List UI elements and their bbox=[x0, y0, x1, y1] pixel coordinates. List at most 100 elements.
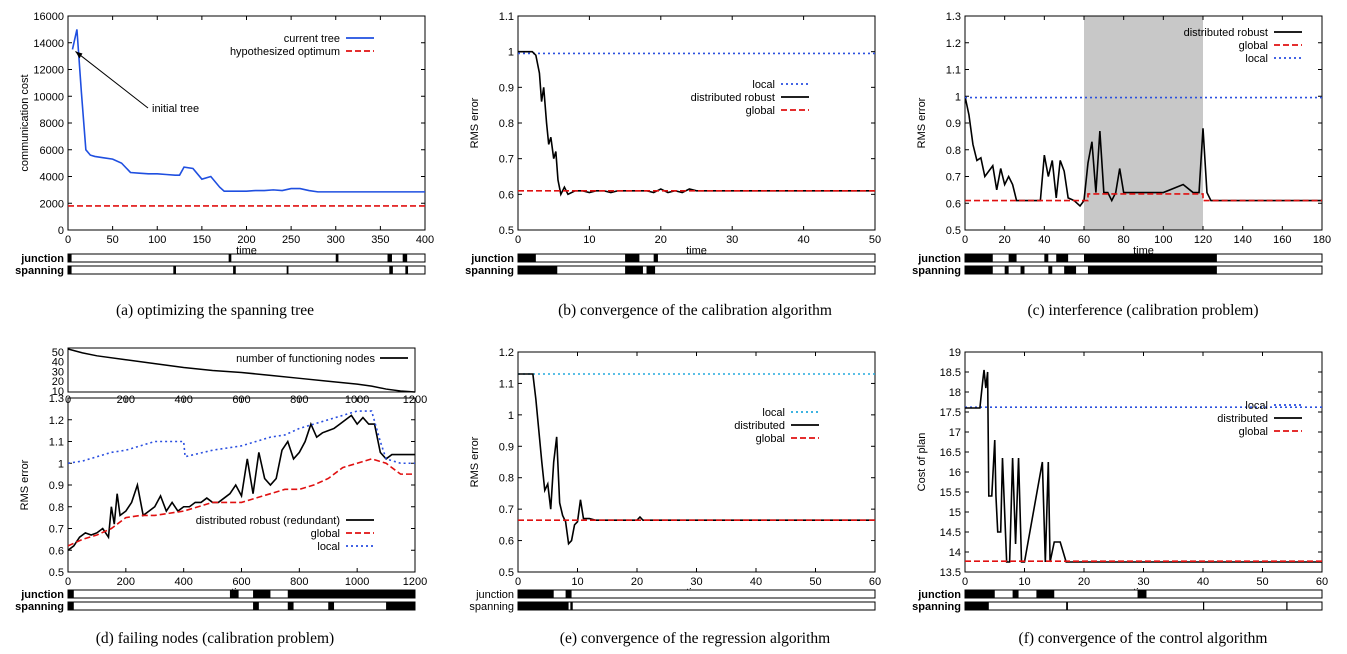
y-tick-label: 0.7 bbox=[499, 154, 514, 166]
x-tick-label: 1000 bbox=[345, 576, 369, 588]
junction-segment bbox=[253, 590, 271, 598]
junction-segment bbox=[402, 254, 408, 262]
y-tick-label: 0.6 bbox=[946, 198, 961, 210]
y-axis-label: Cost of plan bbox=[916, 433, 928, 492]
junction-bar bbox=[67, 253, 426, 263]
y-tick-label: 1 bbox=[955, 91, 961, 103]
shaded-region bbox=[1084, 16, 1203, 230]
series-line-current-tree bbox=[71, 29, 425, 193]
y-tick-label: 16.5 bbox=[940, 447, 961, 459]
y-tick-label: 1.2 bbox=[49, 415, 64, 427]
x-tick-label: 0 bbox=[65, 234, 71, 246]
junction-segment bbox=[625, 254, 640, 262]
spanning-bar-label: spanning bbox=[465, 265, 514, 277]
x-tick-label: 20 bbox=[631, 576, 643, 588]
legend-label: local bbox=[752, 79, 775, 91]
panel-caption: (c) interference (calibration problem) bbox=[1027, 302, 1258, 319]
x-tick-label: 30 bbox=[1137, 576, 1149, 588]
junction-segment bbox=[1084, 254, 1217, 262]
legend-label: distributed bbox=[734, 420, 785, 432]
spanning-segment bbox=[405, 266, 409, 274]
y-tick-label: 0.5 bbox=[946, 225, 961, 237]
chart-panel-1: 0 50 100 150 200 250 300 350 4000200040006000800… bbox=[15, 11, 434, 319]
x-tick-label: 100 bbox=[1154, 234, 1172, 246]
y-axis-label: RMS error bbox=[916, 97, 928, 148]
y-tick-label: 1.2 bbox=[499, 347, 514, 359]
spanning-segment bbox=[253, 602, 259, 610]
series-line-global bbox=[68, 458, 415, 547]
x-tick-label: 160 bbox=[1273, 234, 1291, 246]
y-tick-label: 13.5 bbox=[940, 567, 961, 579]
inset-legend-label: number of functioning nodes bbox=[236, 353, 375, 365]
y-tick-label: 2000 bbox=[40, 198, 64, 210]
legend-label: local bbox=[1245, 400, 1268, 412]
y-tick-label: 1.2 bbox=[946, 38, 961, 50]
legend-label: global bbox=[756, 433, 785, 445]
inset-y-tick-label: 50 bbox=[52, 347, 64, 359]
junction-segment bbox=[518, 590, 554, 598]
junction-bar-label: junction bbox=[917, 253, 961, 265]
legend-label: hypothesized optimum bbox=[230, 46, 340, 58]
panel-caption: (e) convergence of the regression algori… bbox=[560, 630, 830, 647]
junction-bar-label: junction bbox=[470, 253, 514, 265]
x-tick-label: 0 bbox=[65, 576, 71, 588]
spanning-segment bbox=[1064, 266, 1077, 274]
y-tick-label: 1.1 bbox=[499, 11, 514, 23]
y-tick-label: 0.8 bbox=[499, 118, 514, 130]
panel-caption: (f) convergence of the control algorithm bbox=[1019, 630, 1268, 647]
y-tick-label: 18 bbox=[949, 387, 961, 399]
series-line-distributed-robust bbox=[965, 96, 1322, 208]
junction-bar-label: junction bbox=[917, 589, 961, 601]
x-tick-label: 0 bbox=[515, 234, 521, 246]
spanning-segment bbox=[389, 266, 393, 274]
spanning-segment bbox=[518, 602, 569, 610]
x-tick-label: 50 bbox=[809, 576, 821, 588]
spanning-segment bbox=[518, 266, 558, 274]
x-tick-label: 100 bbox=[148, 234, 166, 246]
x-tick-label: 10 bbox=[571, 576, 583, 588]
y-tick-label: 0.8 bbox=[946, 145, 961, 157]
legend-label: distributed robust (redundant) bbox=[196, 515, 340, 527]
x-tick-label: 300 bbox=[327, 234, 345, 246]
x-tick-label: 60 bbox=[1316, 576, 1328, 588]
series-line-global bbox=[965, 193, 1322, 202]
y-tick-label: 15 bbox=[949, 507, 961, 519]
junction-segment bbox=[287, 590, 415, 598]
junction-bar bbox=[517, 253, 876, 263]
spanning-bar bbox=[67, 265, 426, 275]
x-tick-label: 10 bbox=[1018, 576, 1030, 588]
spanning-bar-label: spanning bbox=[912, 265, 961, 277]
legend-label: global bbox=[311, 528, 340, 540]
chart-panel-6: 0 10 20 30 40 50 60 13.5 14 14.5 15 15.5 16 16.5 17 17.… bbox=[912, 347, 1328, 647]
y-tick-label: 4000 bbox=[40, 172, 64, 184]
y-tick-label: 14000 bbox=[33, 38, 64, 50]
spanning-bar bbox=[517, 265, 876, 275]
y-axis-label: communication cost bbox=[19, 74, 31, 171]
legend-label: distributed robust bbox=[1184, 27, 1268, 39]
y-tick-label: 1.1 bbox=[499, 378, 514, 390]
y-tick-label: 14 bbox=[949, 547, 961, 559]
panel-caption: (a) optimizing the spanning tree bbox=[116, 302, 314, 319]
junction-segment bbox=[653, 254, 658, 262]
spanning-segment bbox=[1286, 602, 1288, 610]
y-tick-label: 0.9 bbox=[499, 441, 514, 453]
spanning-segment bbox=[646, 266, 656, 274]
y-tick-label: 0.7 bbox=[49, 524, 64, 536]
inset-x-tick-label: 1000 bbox=[345, 394, 369, 406]
junction-segment bbox=[1044, 254, 1049, 262]
spanning-segment bbox=[233, 266, 236, 274]
inset-frame bbox=[67, 347, 416, 393]
x-tick-label: 40 bbox=[797, 234, 809, 246]
y-tick-label: 0.9 bbox=[499, 82, 514, 94]
x-tick-label: 50 bbox=[107, 234, 119, 246]
x-tick-label: 0 bbox=[962, 576, 968, 588]
spanning-segment bbox=[625, 266, 643, 274]
x-tick-label: 50 bbox=[869, 234, 881, 246]
annotation-label: initial tree bbox=[152, 103, 199, 115]
y-tick-label: 17 bbox=[949, 427, 961, 439]
junction-bar-label: junction bbox=[475, 589, 514, 601]
x-tick-label: 20 bbox=[1078, 576, 1090, 588]
inset-x-tick-label: 200 bbox=[117, 394, 135, 406]
junction-segment bbox=[1056, 254, 1069, 262]
